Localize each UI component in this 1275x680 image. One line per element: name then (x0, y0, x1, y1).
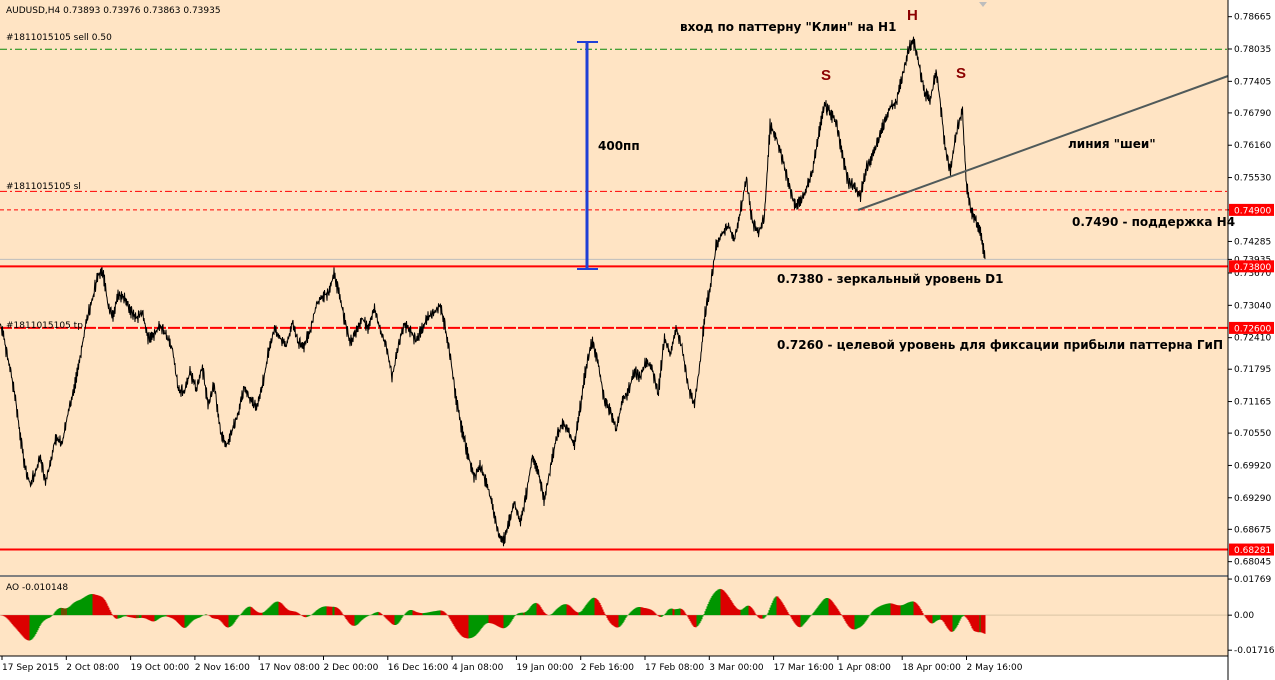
order-sell-label: #1811015105 sell 0.50 (6, 33, 112, 43)
level-price-label: 0.68281 (1234, 546, 1271, 556)
y-tick-label: 0.70550 (1234, 429, 1271, 439)
ao-tick-label: 0.01769 (1234, 575, 1271, 585)
y-tick-label: 0.72410 (1234, 334, 1271, 344)
level-price-tag (1229, 543, 1274, 556)
x-tick-label: 2 May 16:00 (967, 663, 1023, 673)
price-axis (1228, 0, 1275, 680)
price-line (0, 36, 986, 547)
level-price-label: 0.74900 (1234, 206, 1271, 216)
y-tick-label: 0.74285 (1234, 237, 1271, 247)
y-tick-label: 0.76790 (1234, 109, 1271, 119)
y-tick-label: 0.78035 (1234, 45, 1271, 55)
main-chart-panel (0, 0, 1228, 575)
pattern-entry-annotation: вход по паттерну "Клин" на H1 (680, 20, 896, 34)
level-price-label: 0.72600 (1234, 324, 1271, 334)
support-annotation: 0.7490 - поддержка H4 (1072, 215, 1235, 229)
x-tick-label: 2 Nov 16:00 (195, 663, 250, 673)
x-tick-label: 17 Mar 16:00 (774, 663, 834, 673)
x-tick-label: 18 Apr 00:00 (902, 663, 961, 673)
ao-label: AO -0.010148 (6, 583, 68, 593)
y-tick-label: 0.73040 (1234, 301, 1271, 311)
level-price-label: 0.73800 (1234, 263, 1271, 273)
y-tick-label: 0.68675 (1234, 525, 1271, 535)
x-tick-label: 17 Feb 08:00 (645, 663, 704, 673)
order-sl-label: #1811015105 sl (6, 182, 81, 192)
y-tick-label: 0.73670 (1234, 269, 1271, 279)
ao-tick-label: 0.00 (1234, 611, 1254, 621)
level-price-tag (1229, 260, 1274, 273)
y-tick-label: 0.75530 (1234, 174, 1271, 184)
right-shoulder-marker: S (956, 65, 966, 82)
y-tick-label: 0.71165 (1234, 398, 1271, 408)
y-tick-label: 0.71795 (1234, 365, 1271, 375)
ao-tick-label: -0.017162 (1234, 646, 1275, 656)
x-tick-label: 2 Oct 08:00 (66, 663, 119, 673)
neckline-annotation: линия "шеи" (1068, 137, 1156, 151)
y-tick-label: 0.76160 (1234, 141, 1271, 151)
target-annotation: 0.7260 - целевой уровень для фиксации пр… (777, 338, 1223, 352)
level-price-tag (1229, 203, 1274, 216)
level-price-tag (1229, 321, 1274, 334)
x-tick-label: 2 Feb 16:00 (581, 663, 635, 673)
y-tick-label: 0.77405 (1234, 77, 1271, 87)
neckline (857, 75, 1229, 211)
mirror-annotation: 0.7380 - зеркальный уровень D1 (777, 272, 1003, 286)
x-tick-label: 16 Dec 16:00 (388, 663, 449, 673)
x-tick-label: 19 Oct 00:00 (131, 663, 190, 673)
x-tick-label: 17 Nov 08:00 (259, 663, 320, 673)
x-tick-label: 17 Sep 2015 (2, 663, 59, 673)
x-tick-label: 4 Jan 08:00 (452, 663, 504, 673)
scroll-marker-icon[interactable] (979, 2, 987, 7)
x-tick-label: 2 Dec 00:00 (324, 663, 379, 673)
x-tick-label: 19 Jan 00:00 (516, 663, 573, 673)
head-marker: H (907, 7, 918, 24)
chart-title: AUDUSD,H4 0.73893 0.73976 0.73863 0.7393… (6, 6, 221, 16)
y-tick-label: 0.69290 (1234, 494, 1271, 504)
order-tp-label: #1811015105 tp (6, 321, 83, 331)
x-tick-label: 3 Mar 00:00 (709, 663, 764, 673)
left-shoulder-marker: S (821, 67, 831, 84)
time-axis (0, 656, 1228, 680)
x-tick-label: 1 Apr 08:00 (838, 663, 891, 673)
measure-annotation: 400пп (598, 139, 640, 153)
y-tick-label: 0.69920 (1234, 461, 1271, 471)
y-tick-label: 0.68045 (1234, 558, 1271, 568)
y-tick-label: 0.78665 (1234, 13, 1271, 23)
